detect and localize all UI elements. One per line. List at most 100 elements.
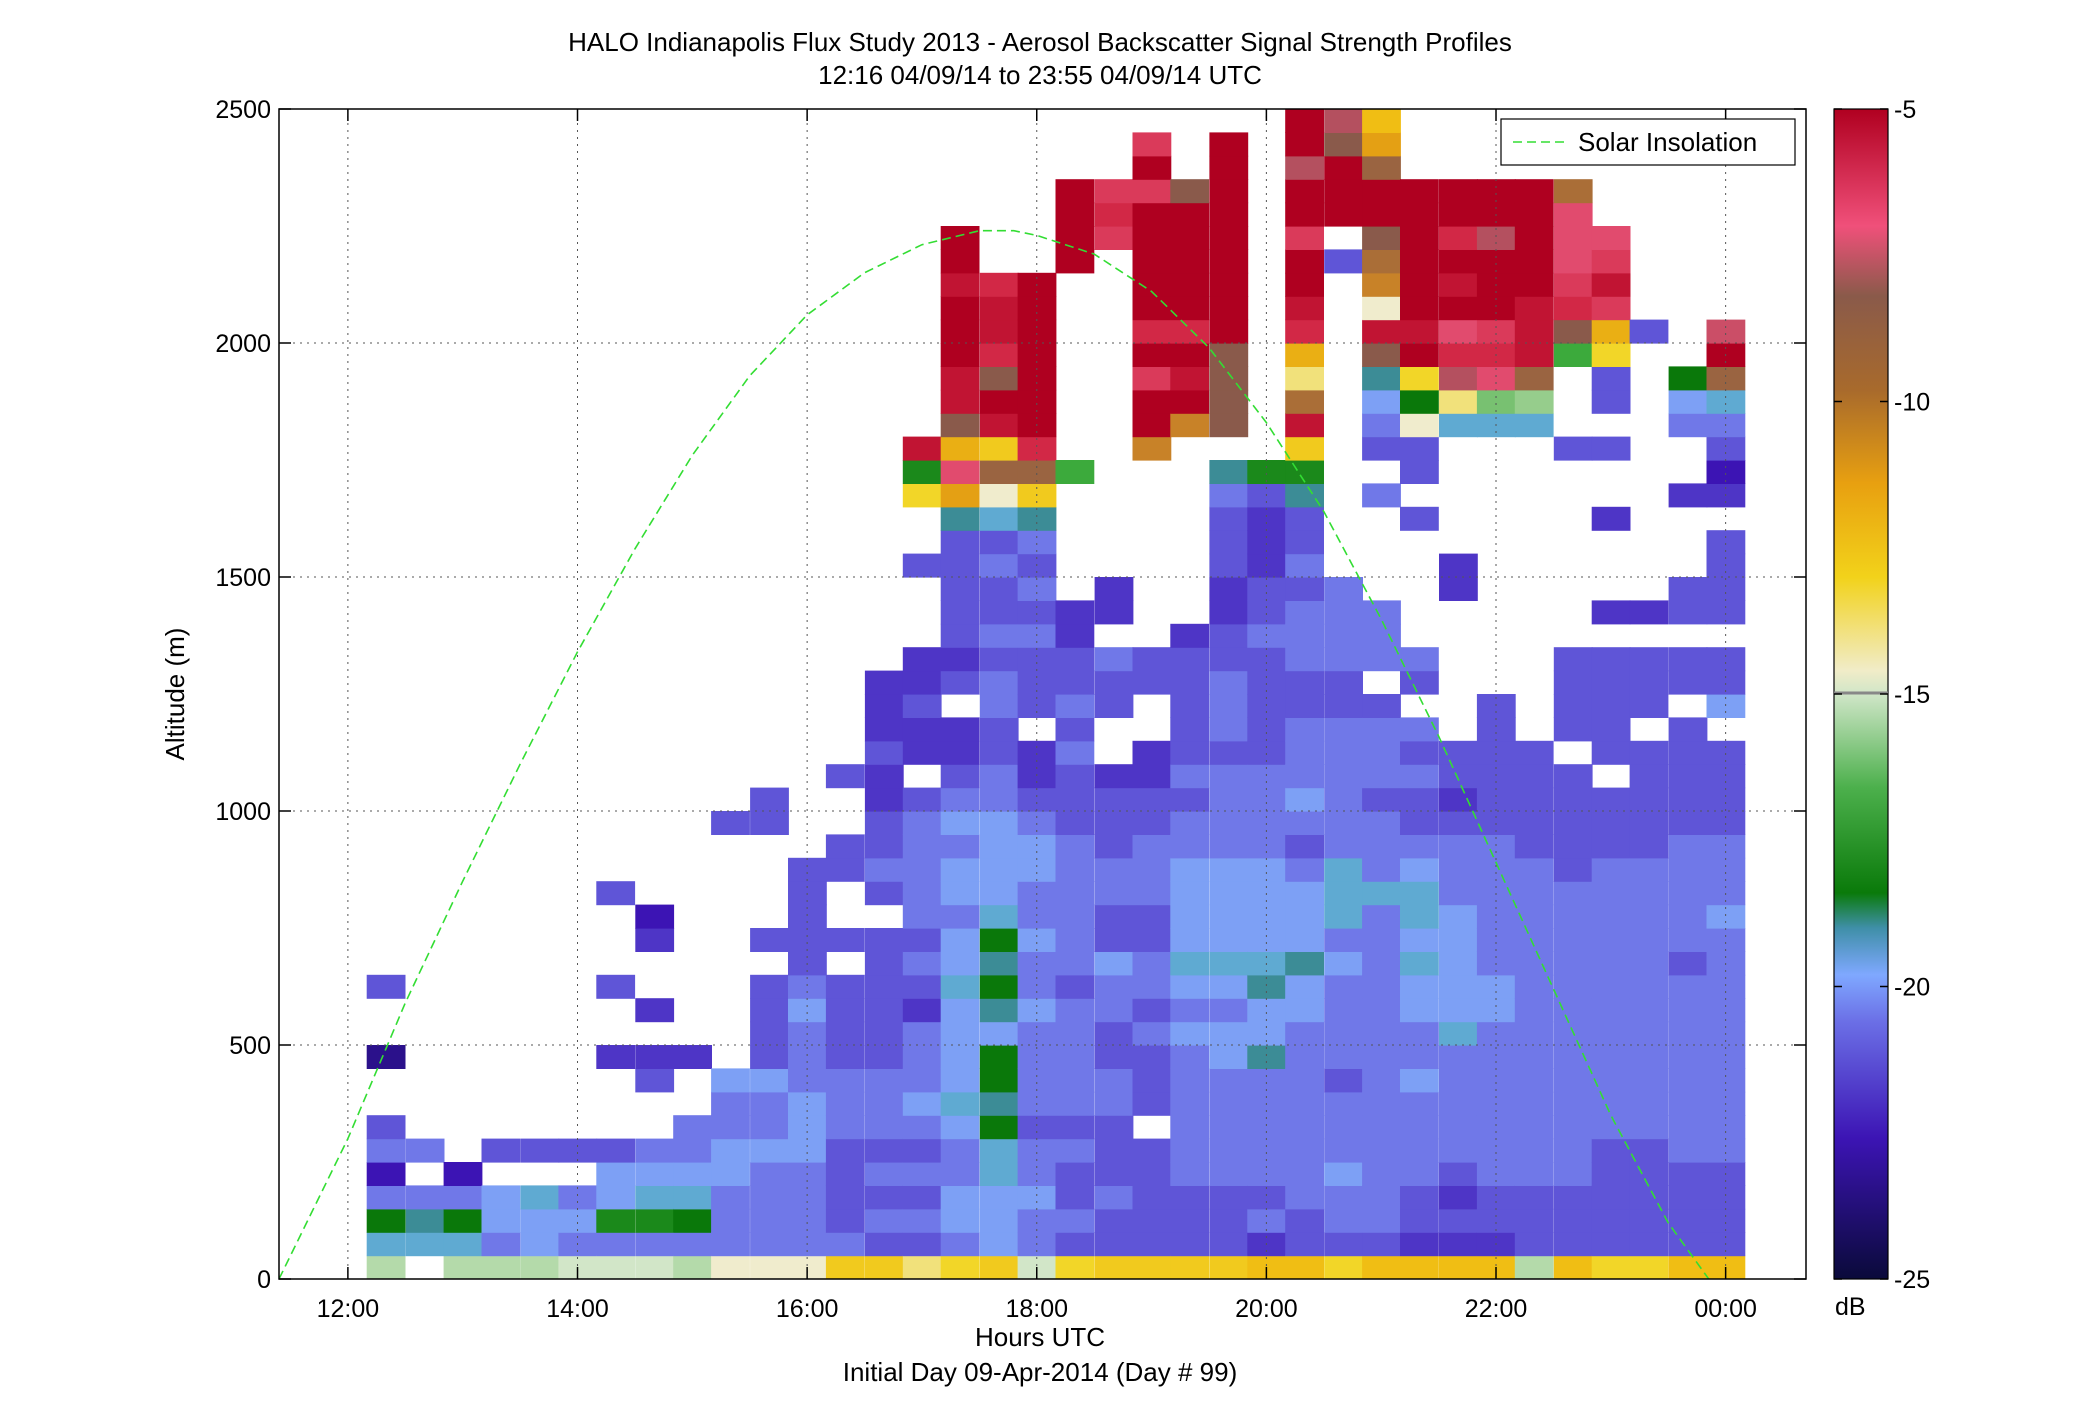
heatmap-cell [1400,670,1439,695]
heatmap-cell [979,998,1019,1023]
heatmap-cell [1324,155,1363,180]
heatmap-cell [1400,1138,1439,1163]
heatmap-cell [673,1232,712,1257]
heatmap-cell [1017,506,1057,531]
heatmap-cell [1591,998,1631,1023]
heatmap-cell [1285,740,1324,765]
heatmap-cell [1055,740,1095,765]
heatmap-cell [1668,1138,1708,1163]
heatmap-cell [1324,811,1363,835]
heatmap-cell [1439,881,1478,906]
heatmap-cell [1553,1045,1593,1069]
heatmap-cell [1094,1091,1134,1116]
heatmap-cell [902,1021,942,1046]
heatmap-cell [902,881,942,906]
heatmap-cell [1285,1021,1324,1046]
heatmap-cell [940,1232,980,1257]
heatmap-cell [405,1138,445,1163]
heatmap-cell [1362,366,1401,391]
heatmap-cell [1132,881,1172,906]
heatmap-cell [979,1045,1019,1069]
heatmap-cell [1706,366,1746,391]
heatmap-cell [711,1091,750,1116]
heatmap-cell [1170,343,1210,367]
heatmap-cell [1017,1208,1057,1233]
heatmap-cell [1400,1208,1439,1233]
heatmap-cell [750,974,789,999]
heatmap-cell [1514,319,1554,344]
heatmap-cell [558,1185,598,1210]
heatmap-cell [1514,389,1554,414]
y-tick-label: 1000 [215,798,271,826]
heatmap-cell [1209,1255,1249,1279]
heatmap-cell [1170,1138,1210,1163]
heatmap-cell [940,600,980,625]
heatmap-cell [940,577,980,601]
heatmap-cell [1017,787,1057,812]
heatmap-cell [1706,1068,1746,1093]
heatmap-cell [1209,670,1249,695]
heatmap-cell [1476,1138,1516,1163]
heatmap-cell [1285,460,1324,484]
heatmap-cell [750,1021,789,1046]
heatmap-cell [1400,389,1439,414]
heatmap-cell [1514,764,1554,789]
heatmap-cell [1553,1208,1593,1233]
heatmap-cell [1629,1045,1669,1069]
heatmap-cell [1706,1185,1746,1210]
heatmap-cell [902,974,942,999]
heatmap-cell [1324,202,1363,227]
heatmap-cell [405,1232,445,1257]
heatmap-cell [405,1208,445,1233]
heatmap-cell [1209,179,1249,204]
heatmap-cell [902,951,942,976]
heatmap-cell [940,647,980,672]
heatmap-cell [1170,1232,1210,1257]
heatmap-cell [443,1162,483,1186]
heatmap-cell [1591,881,1631,906]
heatmap-cell [1629,647,1669,672]
heatmap-cell [1553,1255,1593,1279]
heatmap-cell [1324,1115,1363,1140]
heatmap-cell [1476,179,1516,204]
heatmap-cell [1629,1068,1669,1093]
heatmap-cell [1170,1255,1210,1279]
heatmap-cell [1591,226,1631,250]
heatmap-cell [1285,811,1324,835]
heatmap-cell [1629,1138,1669,1163]
heatmap-cell [1055,998,1095,1023]
heatmap-cell [1591,1255,1631,1279]
heatmap-cell [1170,717,1210,742]
heatmap-cell [1362,1115,1401,1140]
heatmap-cell [1514,1185,1554,1210]
heatmap-cell [1132,998,1172,1023]
heatmap-cell [1514,1115,1554,1140]
heatmap-cell [1400,811,1439,835]
heatmap-cell [979,530,1019,555]
heatmap-cell [366,1255,406,1279]
heatmap-cell [1629,928,1669,952]
heatmap-cell [1170,928,1210,952]
heatmap-cell [1132,857,1172,882]
heatmap-cell [1285,834,1324,859]
heatmap-cell [1132,319,1172,344]
heatmap-cell [979,881,1019,906]
heatmap-cell [1324,1091,1363,1116]
heatmap-cell [711,1208,750,1233]
colorbar-tick-label: -10 [1894,389,1930,417]
heatmap-cell [481,1185,521,1210]
heatmap-cell [1400,998,1439,1023]
heatmap-cell [366,1138,406,1163]
heatmap-cell [940,1021,980,1046]
heatmap-cell [1668,1232,1708,1257]
heatmap-cell [902,1208,942,1233]
heatmap-cell [1668,928,1708,952]
heatmap-cell [1094,928,1134,952]
heatmap-cell [1591,366,1631,391]
heatmap-cell [1209,1068,1249,1093]
heatmap-cell [1476,998,1516,1023]
heatmap-cell [902,1255,942,1279]
heatmap-cell [1285,600,1324,625]
heatmap-cell [1170,904,1210,929]
